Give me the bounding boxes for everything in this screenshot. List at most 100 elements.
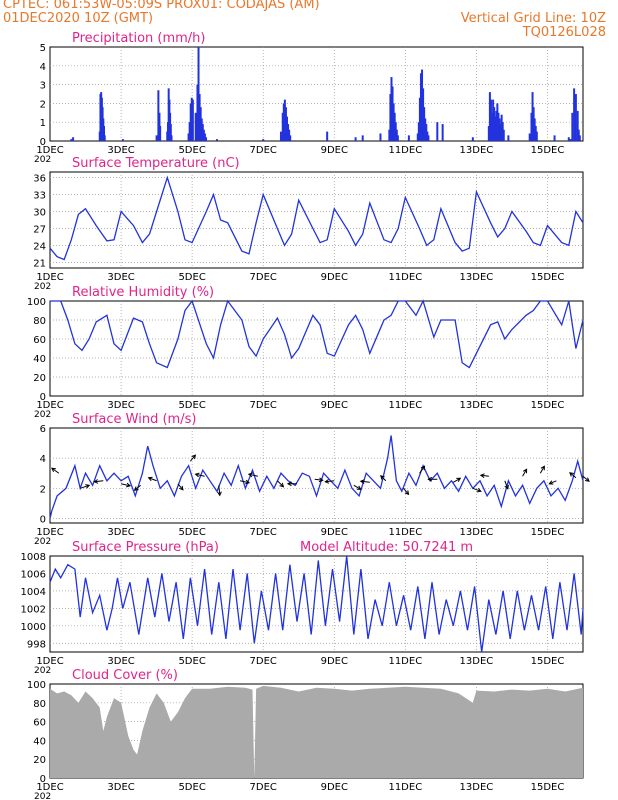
wind-vector-head bbox=[504, 484, 509, 490]
wind-vector-head bbox=[404, 490, 410, 496]
precip-bar bbox=[200, 118, 203, 141]
precip-bar bbox=[202, 129, 205, 141]
precip-bar bbox=[577, 129, 580, 141]
wind-xtick-label: 11DEC bbox=[388, 527, 422, 538]
precip-bar bbox=[72, 137, 75, 141]
precip-bar bbox=[507, 135, 510, 141]
temp-xtick-label: 9DEC bbox=[321, 272, 348, 283]
temp-frame bbox=[49, 171, 584, 269]
precip-bar bbox=[533, 118, 536, 141]
pres-ytick-label: 1004 bbox=[21, 587, 46, 598]
pres-annotation: Model Altitude: 50.7241 m bbox=[300, 540, 473, 555]
precip-bar bbox=[279, 131, 282, 141]
precip-bar bbox=[286, 116, 289, 141]
temp-series-line bbox=[49, 175, 584, 261]
wind-vector-shaft bbox=[472, 487, 482, 492]
precip-bar bbox=[423, 107, 426, 141]
precip-bar bbox=[194, 112, 197, 141]
precip-bar bbox=[216, 139, 219, 141]
precip-bar bbox=[567, 137, 570, 141]
pres-ytick-label: 1000 bbox=[21, 622, 46, 633]
precip-bar bbox=[497, 112, 500, 141]
precip-bar bbox=[284, 107, 287, 141]
precip-ytick-label: 5 bbox=[40, 43, 46, 54]
wind-vector-shaft bbox=[189, 454, 196, 462]
cloud-xtick-label: 11DEC bbox=[388, 782, 422, 793]
wind-vector-head bbox=[427, 476, 433, 482]
pres-year-label: 202 bbox=[34, 666, 51, 676]
precip-xtick-label: 11DEC bbox=[388, 145, 422, 156]
precip-bar bbox=[390, 77, 393, 141]
precip-bar bbox=[528, 133, 531, 141]
rh-ytick-label: 80 bbox=[33, 316, 46, 327]
wind-vector-shaft bbox=[522, 469, 528, 477]
pres-title: Surface Pressure (hPa) bbox=[72, 540, 219, 555]
wind-vector-shaft bbox=[120, 483, 131, 487]
wind-xtick-label: 9DEC bbox=[321, 527, 348, 538]
wind-ytick-label: 6 bbox=[40, 424, 46, 435]
precip-bar bbox=[188, 122, 191, 141]
wind-vector-shaft bbox=[480, 474, 489, 477]
precip-bar bbox=[287, 124, 290, 141]
cloud-year-label: 202 bbox=[34, 792, 51, 800]
precip-xtick-label: 5DEC bbox=[178, 145, 205, 156]
precip-bar bbox=[426, 131, 429, 141]
rh-year-label: 202 bbox=[34, 410, 51, 420]
precip-ytick-label: 1 bbox=[40, 118, 46, 129]
precip-bar bbox=[418, 97, 421, 141]
precip-bar bbox=[496, 103, 499, 141]
precip-bar bbox=[197, 47, 200, 141]
precip-xtick-label: 15DEC bbox=[531, 145, 565, 156]
pres-xtick-label: 11DEC bbox=[388, 656, 422, 667]
temp-year-label: 202 bbox=[34, 282, 51, 292]
precip-title: Precipitation (mm/h) bbox=[72, 31, 205, 46]
pres-ytick-label: 998 bbox=[27, 639, 46, 650]
cloud-ytick-label: 100 bbox=[27, 680, 46, 691]
temp-ytick-label: 33 bbox=[33, 191, 46, 202]
cloud-xtick-label: 15DEC bbox=[531, 782, 565, 793]
cloud-xtick-label: 5DEC bbox=[178, 782, 205, 793]
wind-vector-shaft bbox=[582, 475, 590, 482]
precip-bar bbox=[354, 137, 357, 141]
cloud-xtick-label: 1DEC bbox=[36, 782, 63, 793]
wind-xtick-label: 7DEC bbox=[250, 527, 277, 538]
precip-bar bbox=[424, 118, 427, 141]
precip-bar bbox=[535, 131, 538, 141]
precip-bar bbox=[492, 99, 495, 141]
pres-frame bbox=[49, 555, 584, 653]
precip-bar bbox=[422, 88, 425, 141]
wind-vector-shaft bbox=[403, 487, 409, 495]
wind-vector-head bbox=[380, 475, 385, 480]
precip-bar bbox=[282, 103, 285, 141]
precip-bar bbox=[441, 124, 444, 141]
wind-vector-head bbox=[245, 479, 251, 485]
wind-vector-head bbox=[179, 485, 184, 491]
precip-bar bbox=[495, 110, 498, 141]
precip-bar bbox=[531, 92, 534, 141]
wind-vector-shaft bbox=[195, 473, 205, 477]
precip-bar bbox=[436, 122, 439, 141]
wind-vector-head bbox=[85, 484, 91, 489]
precip-bar bbox=[103, 135, 106, 141]
wind-vector-head bbox=[584, 477, 590, 482]
header-grid-note: Vertical Grid Line: 10Z bbox=[460, 11, 606, 26]
precip-bar bbox=[502, 129, 505, 141]
precip-bar bbox=[534, 125, 537, 141]
precip-bar bbox=[288, 129, 291, 141]
precip-xtick-label: 9DEC bbox=[321, 145, 348, 156]
precip-bar bbox=[196, 84, 199, 141]
temp-xtick-label: 3DEC bbox=[107, 272, 134, 283]
precip-bar bbox=[530, 112, 533, 141]
precip-bar bbox=[191, 99, 194, 141]
precip-bar bbox=[189, 103, 192, 141]
wind-vector-shaft bbox=[148, 477, 157, 482]
precip-bar bbox=[391, 86, 394, 141]
rh-xtick-label: 3DEC bbox=[107, 400, 134, 411]
wind-vector-head bbox=[456, 477, 462, 482]
precip-bar bbox=[532, 107, 535, 141]
temp-xtick-label: 11DEC bbox=[388, 272, 422, 283]
temp-xtick-label: 15DEC bbox=[531, 272, 565, 283]
wind-vector-head bbox=[522, 468, 528, 474]
precip-bar bbox=[488, 92, 491, 141]
rh-ytick-label: 0 bbox=[40, 392, 46, 403]
